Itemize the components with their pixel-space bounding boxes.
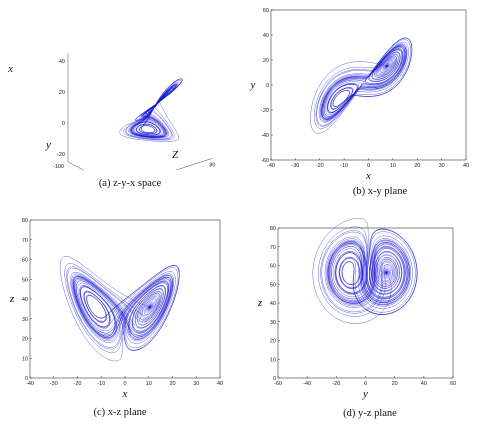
chart-a-xtick-label: 20	[59, 90, 65, 96]
chart-d-xtick-label: 40	[421, 381, 427, 387]
chart-c-ytick-label: 0	[25, 376, 28, 382]
chart-d-ytick-label: 80	[270, 226, 276, 232]
chart-b-xtick-label: 30	[439, 163, 445, 169]
chart-a-xtick-label: 40	[59, 59, 65, 65]
chart-b-ytick-label: -40	[261, 133, 269, 139]
chart-b-xtick-label: 20	[414, 163, 420, 169]
chart-c-ylabel: z	[9, 293, 15, 305]
chart-b-xtick-label: 0	[367, 163, 370, 169]
chart-d-xtick-label: -40	[303, 381, 311, 387]
chart-d-xtick-label: -20	[332, 381, 340, 387]
chart-d-ylabel: z	[257, 297, 263, 309]
chart-b-xtick-label: -20	[316, 163, 324, 169]
chart-c-xtick-label: 10	[146, 381, 152, 387]
chart-c-ytick-label: 60	[22, 258, 28, 264]
chart-d-ytick-label: 20	[270, 339, 276, 345]
chart-a-axis-y	[67, 161, 84, 170]
chart-d-frame	[277, 227, 454, 379]
chart-d-ytick-label: 60	[270, 264, 276, 270]
chart-c-xtick-label: 0	[123, 381, 126, 387]
chart-b-xtick-label: 40	[463, 163, 469, 169]
chart-a-series-line	[119, 78, 183, 142]
chart-d-xtick-label: -60	[274, 381, 282, 387]
chart-b-xtick-label: -40	[267, 163, 275, 169]
chart-b-ytick-label: 60	[263, 8, 269, 14]
chart-c-xtick-label: -40	[26, 381, 34, 387]
chart-c-xtick-label: 40	[217, 381, 223, 387]
chart-d-xtick-label: 20	[392, 381, 398, 387]
chart-b-ytick-label: 20	[263, 58, 269, 64]
chart-a-ylabel: y	[45, 139, 51, 151]
chart-d-ytick-label: 70	[270, 245, 276, 251]
chart-b-ytick-label: -20	[261, 108, 269, 114]
chart-b-ytick-label: -60	[261, 158, 269, 164]
chart-a-ytick-label: -100	[53, 164, 64, 170]
chart-d-ytick-label: 0	[273, 376, 276, 382]
chart-a-ztick-label: 80	[209, 162, 215, 168]
chart-b-ytick-label: 40	[263, 33, 269, 39]
chart-c-ytick-label: 10	[22, 356, 28, 362]
chart-b-ylabel: y	[250, 79, 256, 91]
chart-b-series-line	[310, 37, 413, 134]
caption-d: (d) y-z plane	[343, 408, 397, 419]
chart-b-ytick-label: 0	[266, 83, 269, 89]
chart-d-ytick-label: 30	[270, 320, 276, 326]
chart-c-xlabel: x	[122, 388, 128, 400]
panel-b-xy: -40 -30 -20 -10 0 10 20 30 40 -60 -40 -20 0 20 40 60 x y	[248, 0, 480, 190]
chart-c-ytick-label: 80	[22, 218, 28, 224]
chart-b-xtick-label: -30	[291, 163, 299, 169]
chart-b-xtick-label: 10	[390, 163, 396, 169]
caption-b: (b) x-y plane	[352, 186, 408, 197]
chart-c-xz-plot: -40 -30 -20 -10 0 10 20 30 40 0 10 20 30 40 50 60 70 80 x z	[9, 218, 223, 400]
chart-b-xlabel: x	[365, 170, 371, 182]
caption-a: (a) z-y-x space	[98, 178, 162, 189]
chart-d-xtick-label: 60	[450, 381, 456, 387]
chart-c-xtick-label: 30	[193, 381, 199, 387]
chart-c-ytick-label: 30	[22, 317, 28, 323]
panel-c-xz: -40 -30 -20 -10 0 10 20 30 40 0 10 20 30 40 50 60 70 80 x z	[0, 210, 240, 405]
chart-c-xtick-label: -10	[97, 381, 105, 387]
chart-d-series-line	[312, 218, 418, 324]
chart-c-ytick-label: 70	[22, 238, 28, 244]
chart-c-xtick-label: -30	[50, 381, 58, 387]
chart-c-ytick-label: 40	[22, 297, 28, 303]
chart-a-xtick-label: -20	[57, 152, 65, 158]
chart-d-ytick-label: 40	[270, 301, 276, 307]
chart-c-series-line	[59, 256, 180, 362]
chart-a-axis-z	[175, 158, 213, 170]
chart-d-yz-plot: -60 -40 -20 0 20 40 60 0 10 20 30 40 50 60 70 80 y z	[257, 218, 456, 400]
chart-a-xtick-label: 0	[62, 121, 65, 127]
chart-c-xtick-label: -20	[74, 381, 82, 387]
chart-b-xtick-label: -10	[340, 163, 348, 169]
chart-c-xtick-label: 20	[169, 381, 175, 387]
caption-c: (c) x-z plane	[93, 407, 147, 418]
chart-d-xtick-label: 0	[364, 381, 367, 387]
chart-d-xlabel: y	[362, 388, 368, 400]
chart-d-ytick-label: 10	[270, 357, 276, 363]
chart-c-ytick-label: 50	[22, 277, 28, 283]
panel-d-yz: -60 -40 -20 0 20 40 60 0 10 20 30 40 50 60 70 80 y z	[248, 218, 480, 408]
chart-a-zlabel: Z	[172, 149, 179, 161]
chart-d-ytick-label: 50	[270, 282, 276, 288]
chart-a-xlabel: x	[7, 63, 13, 75]
chart-c-ytick-label: 20	[22, 337, 28, 343]
